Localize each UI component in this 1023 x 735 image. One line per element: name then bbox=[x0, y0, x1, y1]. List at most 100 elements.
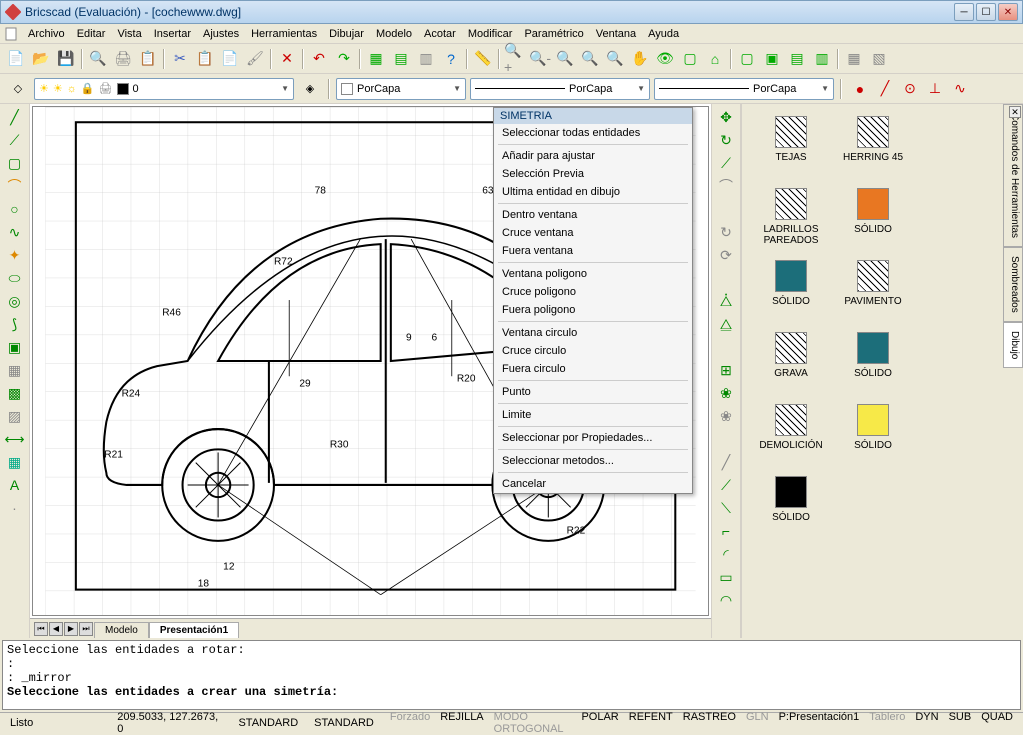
tab-presentación1[interactable]: Presentación1 bbox=[149, 622, 239, 638]
circle-icon[interactable]: ○ bbox=[3, 198, 27, 220]
status-polar[interactable]: POLAR bbox=[577, 711, 622, 735]
arc-tool-icon[interactable]: ⌒ bbox=[714, 175, 738, 197]
group2-icon[interactable]: ❀ bbox=[714, 405, 738, 427]
grid-icon[interactable]: ⊞ bbox=[714, 359, 738, 381]
linetype-combo[interactable]: PorCapa ▼ bbox=[470, 78, 650, 100]
curve3-icon[interactable]: ⟋ bbox=[714, 474, 738, 496]
ctx-seleccionar-todas-entidades[interactable]: Seleccionar todas entidades bbox=[494, 124, 692, 142]
block-icon[interactable]: ▣ bbox=[3, 336, 27, 358]
text-icon[interactable]: A bbox=[3, 474, 27, 496]
curve-icon[interactable]: ∿ bbox=[948, 77, 972, 101]
zoomout-icon[interactable]: 🔍- bbox=[528, 47, 552, 71]
cut-icon[interactable]: ✂ bbox=[168, 47, 192, 71]
curve2-icon[interactable]: ⟆ bbox=[3, 313, 27, 335]
point2-icon[interactable]: · bbox=[3, 497, 27, 519]
tab-modelo[interactable]: Modelo bbox=[94, 622, 149, 638]
hatch-cross-icon[interactable]: ▨ bbox=[3, 405, 27, 427]
layer-tool-icon[interactable]: ◇ bbox=[6, 77, 30, 101]
list-icon[interactable]: ▦ bbox=[364, 47, 388, 71]
menu-insertar[interactable]: Insertar bbox=[148, 26, 197, 42]
box-icon[interactable]: ▢ bbox=[678, 47, 702, 71]
menu-editar[interactable]: Editar bbox=[71, 26, 112, 42]
blank3[interactable] bbox=[714, 336, 738, 358]
find-icon[interactable]: 🔍 bbox=[86, 47, 110, 71]
hatch-sólido[interactable]: SÓLIDO bbox=[750, 472, 832, 544]
menu-dibujar[interactable]: Dibujar bbox=[323, 26, 370, 42]
ctx-limite[interactable]: Limite bbox=[494, 406, 692, 424]
trim-icon[interactable]: ⟋ bbox=[714, 152, 738, 174]
house-icon[interactable]: ⌂ bbox=[703, 47, 727, 71]
menu-ayuda[interactable]: Ayuda bbox=[642, 26, 685, 42]
maximize-button[interactable]: ☐ bbox=[976, 3, 996, 21]
brush-icon[interactable]: 🖌 bbox=[243, 47, 267, 71]
eye-icon[interactable]: 👁 bbox=[653, 47, 677, 71]
hatch-demolición[interactable]: DEMOLICIÓN bbox=[750, 400, 832, 472]
menu-modelo[interactable]: Modelo bbox=[370, 26, 418, 42]
lineweight-combo[interactable]: PorCapa ▼ bbox=[654, 78, 834, 100]
panel-close-icon[interactable]: ✕ bbox=[1009, 106, 1021, 118]
tab-first-icon[interactable]: ⏮ bbox=[34, 622, 48, 636]
zoomext-icon[interactable]: 🔍 bbox=[603, 47, 627, 71]
status-dyn[interactable]: DYN bbox=[911, 711, 942, 735]
measure-icon[interactable]: 📏 bbox=[471, 47, 495, 71]
command-window[interactable]: Seleccione las entidades a rotar::: _mir… bbox=[2, 640, 1021, 710]
hatch-sólido[interactable]: SÓLIDO bbox=[832, 400, 914, 472]
spline-icon[interactable]: ∿ bbox=[3, 221, 27, 243]
props-icon[interactable]: ▥ bbox=[414, 47, 438, 71]
blank4[interactable] bbox=[714, 428, 738, 450]
ctx-a-adir-para-ajustar[interactable]: Añadir para ajustar bbox=[494, 147, 692, 165]
color-combo[interactable]: PorCapa ▼ bbox=[336, 78, 466, 100]
hatch-sólido[interactable]: SÓLIDO bbox=[832, 328, 914, 400]
join-icon[interactable]: ⟍ bbox=[714, 497, 738, 519]
status-forzado[interactable]: Forzado bbox=[386, 711, 434, 735]
status-rejilla[interactable]: REJILLA bbox=[436, 711, 487, 735]
ctx-dentro-ventana[interactable]: Dentro ventana bbox=[494, 206, 692, 224]
hatch-herring-45[interactable]: HERRING 45 bbox=[832, 112, 914, 184]
status-gln[interactable]: GLN bbox=[742, 711, 773, 735]
refresh-icon[interactable]: ↻ bbox=[714, 221, 738, 243]
menu-ventana[interactable]: Ventana bbox=[590, 26, 642, 42]
menu-modificar[interactable]: Modificar bbox=[462, 26, 519, 42]
win2-icon[interactable]: ▣ bbox=[760, 47, 784, 71]
menu-paramétrico[interactable]: Paramétrico bbox=[518, 26, 589, 42]
delete-icon[interactable]: ✕ bbox=[275, 47, 299, 71]
redo-icon[interactable]: ↷ bbox=[332, 47, 356, 71]
move-icon[interactable]: ✥ bbox=[714, 106, 738, 128]
open-icon[interactable]: 📂 bbox=[29, 47, 53, 71]
rect2-icon[interactable]: ▭ bbox=[714, 566, 738, 588]
win1-icon[interactable]: ▢ bbox=[735, 47, 759, 71]
ctx-cruce-circulo[interactable]: Cruce circulo bbox=[494, 342, 692, 360]
print-icon[interactable]: 🖨 bbox=[111, 47, 135, 71]
ellipse-icon[interactable]: ⬭ bbox=[3, 267, 27, 289]
ctx-seleccionar-por-propiedades-[interactable]: Seleccionar por Propiedades... bbox=[494, 429, 692, 447]
target-icon[interactable]: ⊙ bbox=[898, 77, 922, 101]
hatch-ladrillos-pareados[interactable]: LADRILLOS PAREADOS bbox=[750, 184, 832, 256]
ctx-ventana-poligono[interactable]: Ventana poligono bbox=[494, 265, 692, 283]
paste-icon[interactable]: 📄 bbox=[218, 47, 242, 71]
ctx-fuera-circulo[interactable]: Fuera circulo bbox=[494, 360, 692, 378]
ctx-fuera-poligono[interactable]: Fuera poligono bbox=[494, 301, 692, 319]
status-p-presentaci-n-[interactable]: P:Presentación1 bbox=[775, 711, 864, 735]
sidetab-1[interactable]: Sombreados bbox=[1003, 247, 1023, 322]
dim-icon[interactable]: ⟷ bbox=[3, 428, 27, 450]
status-sub[interactable]: SUB bbox=[945, 711, 976, 735]
layer-manager-icon[interactable]: ◈ bbox=[298, 77, 322, 101]
tile-icon[interactable]: ▧ bbox=[867, 47, 891, 71]
zoomwin-icon[interactable]: 🔍 bbox=[553, 47, 577, 71]
help-icon[interactable]: ? bbox=[439, 47, 463, 71]
pan-icon[interactable]: ✋ bbox=[628, 47, 652, 71]
blank2[interactable] bbox=[714, 267, 738, 289]
fillet-icon[interactable]: ◜ bbox=[714, 543, 738, 565]
ctx-ultima-entidad-en-dibujo[interactable]: Ultima entidad en dibujo bbox=[494, 183, 692, 201]
line-icon[interactable]: ╱ bbox=[3, 106, 27, 128]
ctx-ventana-circulo[interactable]: Ventana circulo bbox=[494, 324, 692, 342]
win3-icon[interactable]: ▤ bbox=[785, 47, 809, 71]
tab-prev-icon[interactable]: ◀ bbox=[49, 622, 63, 636]
new-icon[interactable]: 📄 bbox=[4, 47, 28, 71]
zoomin-icon[interactable]: 🔍+ bbox=[503, 47, 527, 71]
undo-icon[interactable]: ↶ bbox=[307, 47, 331, 71]
ring-icon[interactable]: ◎ bbox=[3, 290, 27, 312]
mirror-icon[interactable]: ⧊ bbox=[714, 290, 738, 312]
ctx-cruce-ventana[interactable]: Cruce ventana bbox=[494, 224, 692, 242]
menu-vista[interactable]: Vista bbox=[111, 26, 147, 42]
